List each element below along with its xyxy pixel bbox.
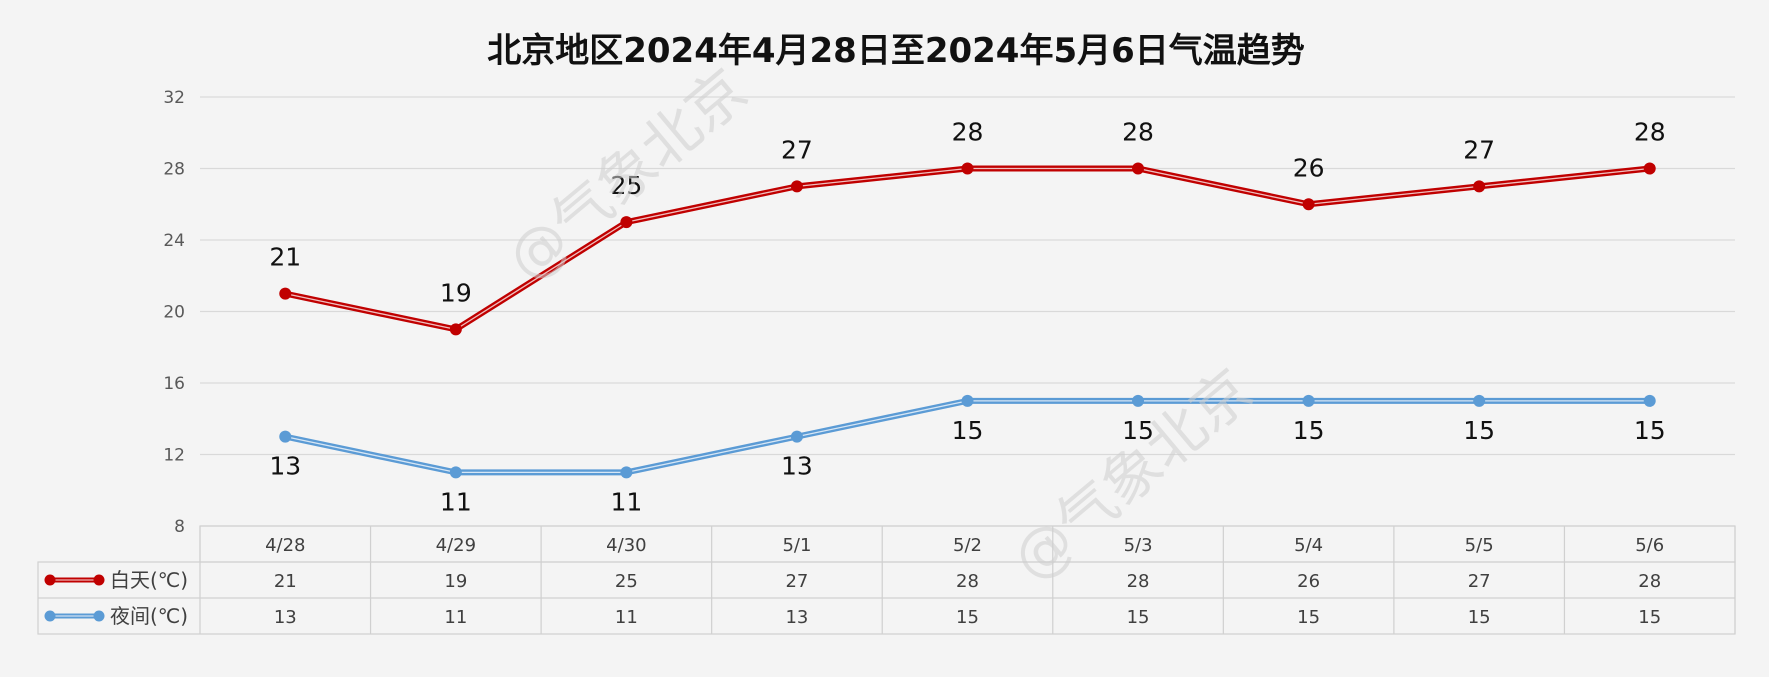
- x-category-label: 4/29: [436, 535, 476, 556]
- data-point: [1132, 394, 1145, 407]
- data-label: 28: [1634, 118, 1666, 147]
- legend-swatch-marker: [44, 610, 56, 622]
- data-label: 11: [610, 487, 642, 516]
- y-tick-label: 12: [163, 446, 185, 466]
- table-cell-value: 26: [1297, 571, 1320, 592]
- data-label: 15: [1122, 416, 1154, 445]
- data-point: [790, 430, 803, 443]
- data-label: 25: [610, 171, 642, 200]
- table-cell-value: 27: [785, 571, 808, 592]
- data-label: 15: [1463, 416, 1495, 445]
- data-label: 13: [269, 452, 301, 481]
- table-cell-value: 25: [615, 571, 638, 592]
- legend-swatch-marker: [93, 574, 105, 586]
- data-table: 4/28 4/29 4/30 5/1 5/2 5/3 5/4 5/5 5/6 白天(℃) 21 19 2…: [37, 525, 1736, 635]
- data-label: 13: [781, 452, 813, 481]
- data-point: [1643, 162, 1656, 175]
- x-category-label: 4/28: [265, 535, 305, 556]
- data-point: [1473, 180, 1486, 193]
- table-cell-value: 15: [1127, 607, 1150, 628]
- data-label: 15: [1293, 416, 1325, 445]
- data-point: [961, 394, 974, 407]
- x-category-label: 5/6: [1635, 535, 1664, 556]
- data-label: 28: [952, 118, 984, 147]
- y-tick-label: 20: [163, 303, 185, 323]
- data-label: 19: [440, 278, 472, 307]
- table-cell-value: 13: [785, 607, 808, 628]
- data-point: [1643, 394, 1656, 407]
- table-cell-value: 28: [1127, 571, 1150, 592]
- legend-label: 夜间(℃): [110, 604, 188, 628]
- table-cell-value: 28: [1638, 571, 1661, 592]
- table-cell-value: 15: [1638, 607, 1661, 628]
- data-point: [279, 430, 292, 443]
- y-tick-label: 24: [163, 231, 185, 251]
- data-label: 27: [781, 135, 813, 164]
- table-cell-value: 28: [956, 571, 979, 592]
- data-label: 21: [269, 243, 301, 272]
- watermark: @气象北京: [999, 355, 1265, 594]
- table-cell-value: 27: [1468, 571, 1491, 592]
- legend-label: 白天(℃): [110, 568, 188, 592]
- x-category-label: 4/30: [606, 535, 646, 556]
- series-group: 21 19 25 27 28 28 26 27 28 13 11 11 13 15 15 15 15 15: [269, 118, 1665, 517]
- x-category-label: 5/3: [1124, 535, 1153, 556]
- y-tick-label: 28: [163, 160, 185, 180]
- chart-title: 北京地区2024年4月28日至2024年5月6日气温趋势: [487, 31, 1305, 71]
- x-category-label: 5/2: [953, 535, 982, 556]
- data-point: [620, 216, 633, 229]
- data-label: 11: [440, 487, 472, 516]
- y-tick-label: 32: [163, 88, 185, 108]
- legend-swatch-marker: [44, 574, 56, 586]
- data-label: 27: [1463, 135, 1495, 164]
- x-category-label: 5/4: [1294, 535, 1323, 556]
- x-category-label: 5/1: [782, 535, 811, 556]
- data-point: [279, 287, 292, 300]
- table-cell-value: 19: [444, 571, 467, 592]
- data-point: [1302, 394, 1315, 407]
- y-tick-label: 16: [163, 374, 185, 394]
- table-cell-value: 15: [1468, 607, 1491, 628]
- series-line: [284, 165, 1651, 333]
- y-tick-label: 8: [174, 517, 185, 537]
- table-cell-value: 11: [444, 607, 467, 628]
- table-cell-value: 21: [274, 571, 297, 592]
- data-label: 28: [1122, 118, 1154, 147]
- data-label: 15: [1634, 416, 1666, 445]
- data-label: 26: [1293, 153, 1325, 182]
- data-point: [961, 162, 974, 175]
- data-point: [449, 323, 462, 336]
- table-cell-value: 15: [956, 607, 979, 628]
- data-point: [1473, 394, 1486, 407]
- table-cell-value: 15: [1297, 607, 1320, 628]
- data-label: 15: [952, 416, 984, 445]
- data-point: [620, 466, 633, 479]
- legend-swatch-marker: [93, 610, 105, 622]
- x-category-label: 5/5: [1465, 535, 1494, 556]
- table-cell-value: 13: [274, 607, 297, 628]
- gridlines: [200, 96, 1735, 527]
- data-point: [790, 180, 803, 193]
- watermark: @气象北京: [494, 55, 760, 294]
- data-point: [1302, 198, 1315, 211]
- table-cell-value: 11: [615, 607, 638, 628]
- y-axis: 8 12 16 20 24 28 32: [163, 88, 185, 537]
- data-point: [1132, 162, 1145, 175]
- data-point: [449, 466, 462, 479]
